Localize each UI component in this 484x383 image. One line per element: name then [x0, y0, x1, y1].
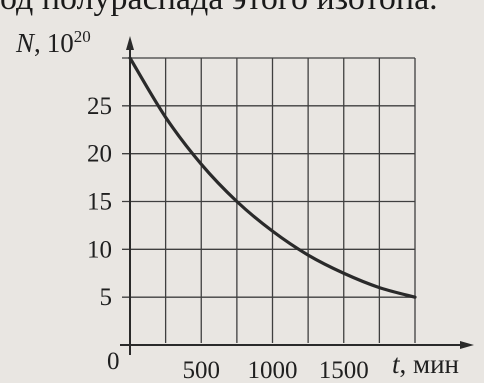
- chart-grid: [122, 57, 416, 343]
- x-tick-label: 1000: [248, 357, 298, 383]
- origin-label: 0: [107, 348, 120, 375]
- y-tick-label: 15: [87, 189, 112, 216]
- chart-series: [128, 56, 417, 299]
- y-tick-label: 5: [100, 284, 113, 311]
- chart-axes: [120, 36, 474, 355]
- y-tick-label: 20: [87, 141, 112, 168]
- y-axis-label: N, 1020: [15, 27, 91, 58]
- header-text: од полураспада этого изотопа.: [0, 0, 484, 18]
- x-tick-label: 500: [183, 357, 221, 383]
- y-tick-label: 10: [87, 236, 112, 263]
- y-axis-arrow: [126, 36, 134, 50]
- x-axis-symbol: t: [392, 349, 401, 379]
- y-axis-exponent: 20: [74, 27, 91, 46]
- y-axis-base: 10: [47, 28, 74, 58]
- y-axis-symbol: N: [15, 28, 36, 58]
- x-axis-label: t, мин: [392, 349, 459, 379]
- y-axis-comma: ,: [34, 28, 41, 58]
- x-tick-label: 1500: [319, 357, 369, 383]
- x-axis-arrow: [460, 341, 474, 349]
- y-tick-label: 25: [87, 93, 112, 120]
- x-axis-unit: , мин: [400, 349, 459, 379]
- series-line: [128, 56, 417, 299]
